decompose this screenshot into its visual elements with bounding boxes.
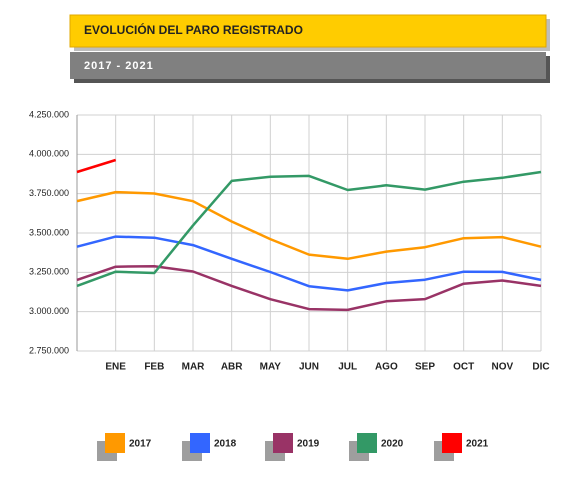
x-tick-label: JUL [338, 362, 357, 373]
x-tick-label: ABR [221, 362, 243, 373]
y-tick-label: 4.250.000 [29, 109, 69, 119]
legend-label: 2018 [214, 439, 237, 450]
legend-swatch [442, 433, 462, 453]
chart-subtitle: 2017 - 2021 [84, 60, 154, 72]
chart-title: EVOLUCIÓN DEL PARO REGISTRADO [84, 22, 303, 37]
y-tick-label: 4.000.000 [29, 149, 69, 159]
series-line [76, 190, 542, 261]
legend-label: 2017 [129, 439, 152, 450]
legend-swatch [273, 433, 293, 453]
subtitle-box [70, 52, 546, 79]
title-box [69, 14, 547, 48]
series-line [76, 158, 117, 174]
x-tick-label: MAR [182, 362, 206, 373]
legend-label: 2020 [381, 439, 404, 450]
legend-label: 2019 [297, 439, 320, 450]
y-tick-label: 3.250.000 [29, 267, 69, 277]
x-tick-label: NOV [491, 362, 513, 373]
y-tick-label: 3.000.000 [29, 306, 69, 316]
series-line [76, 170, 542, 288]
x-tick-label: AGO [375, 362, 398, 373]
legend-swatch [357, 433, 377, 453]
series-line [76, 235, 542, 292]
x-tick-label: MAY [260, 362, 282, 373]
series-line [76, 264, 542, 312]
x-tick-label: DIC [532, 362, 549, 373]
legend-swatch [190, 433, 210, 453]
x-tick-label: SEP [415, 362, 435, 373]
x-tick-label: OCT [453, 362, 474, 373]
y-tick-label: 3.500.000 [29, 227, 69, 237]
legend-swatch [105, 433, 125, 453]
x-tick-label: FEB [144, 362, 164, 373]
y-tick-label: 3.750.000 [29, 188, 69, 198]
x-tick-label: ENE [105, 362, 126, 373]
legend-label: 2021 [466, 439, 489, 450]
x-tick-label: JUN [299, 362, 319, 373]
y-tick-label: 2.750.000 [29, 345, 69, 355]
